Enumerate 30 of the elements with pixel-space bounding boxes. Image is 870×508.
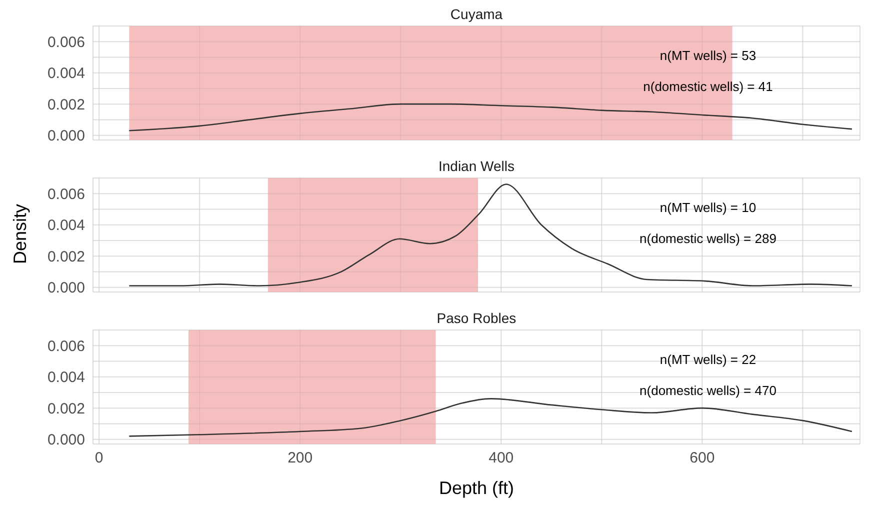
x-tick-label: 200 [288,450,313,467]
annotation: n(MT wells) = 22 [658,352,758,367]
y-tick-label: 0.006 [47,34,85,51]
x-tick-label: 600 [690,450,715,467]
chart-title: Paso Robles [436,309,518,328]
x-axis-title: Depth (ft) [438,478,514,498]
annotation: n(MT wells) = 10 [658,200,758,215]
y-tick-label: 0.004 [47,217,85,234]
annotation: n(domestic wells) = 41 [642,79,774,94]
chart-title: Indian Wells [437,157,516,176]
y-tick-label: 0.000 [47,432,85,449]
y-tick-label: 0.004 [47,369,85,386]
x-tick-label: 400 [488,450,514,467]
y-tick-label: 0.002 [47,96,85,114]
annotation: n(MT wells) = 53 [658,48,758,63]
chart-title: Cuyama [449,5,504,24]
y-axis-title: Density [10,204,31,264]
x-tick-label: 0 [94,450,104,467]
y-tick-label: 0.006 [47,186,85,203]
y-tick-label: 0.006 [47,338,85,355]
y-tick-label: 0.004 [47,65,85,82]
y-tick-label: 0.000 [47,128,85,145]
line-series [128,398,853,437]
y-tick-label: 0.002 [47,400,85,418]
line-series [128,103,853,132]
y-tick-label: 0.002 [47,248,85,266]
y-tick-label: 0.000 [47,280,85,297]
annotation: n(domestic wells) = 289 [638,231,778,246]
annotation: n(domestic wells) = 470 [638,383,778,398]
line-series [128,184,853,286]
